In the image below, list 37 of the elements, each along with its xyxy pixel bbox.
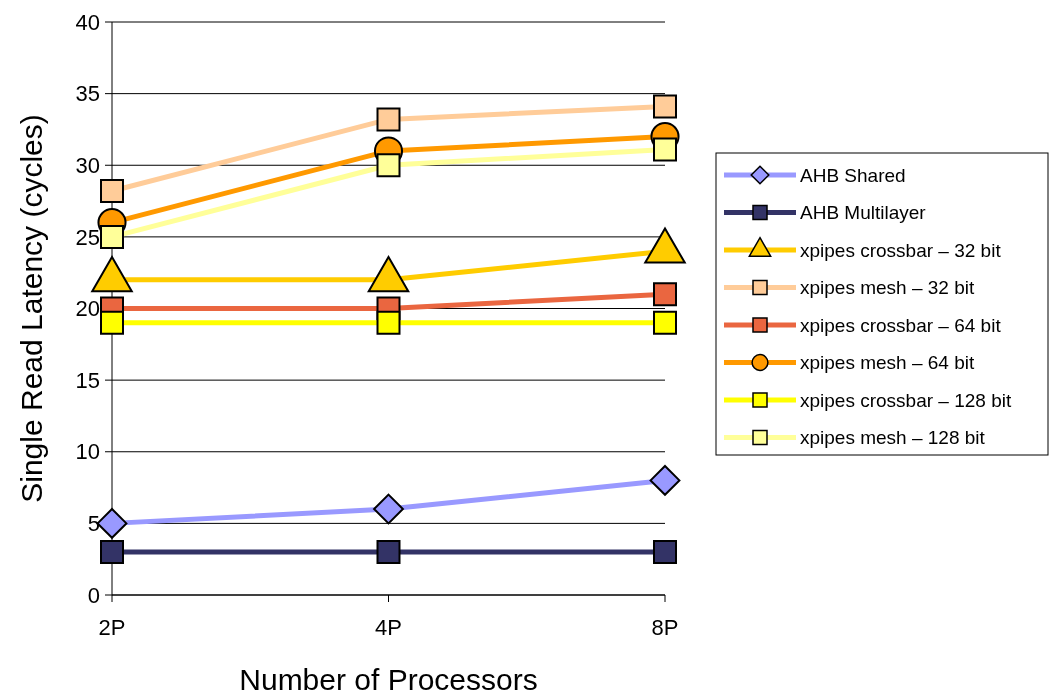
legend-label: AHB Shared <box>800 164 906 186</box>
y-tick-label: 30 <box>75 152 100 178</box>
legend-label: AHB Multilayer <box>800 202 927 224</box>
y-tick-label: 40 <box>75 9 100 35</box>
x-tick-label: 2P <box>98 615 126 640</box>
point <box>653 540 677 565</box>
point <box>653 137 677 162</box>
point <box>100 310 124 335</box>
x-tick-label: 8P <box>651 615 679 640</box>
point <box>649 465 681 496</box>
point <box>376 540 401 565</box>
point <box>376 107 401 132</box>
point <box>100 224 124 249</box>
legend-label: xpipes crossbar – 64 bit <box>800 314 1002 336</box>
legend-label: xpipes mesh – 64 bit <box>800 352 975 374</box>
x-tick-label: 4P <box>375 615 402 640</box>
point <box>373 493 404 525</box>
y-tick-label: 20 <box>75 296 100 322</box>
y-tick-label: 0 <box>87 582 100 608</box>
legend-label: xpipes crossbar – 32 bit <box>800 239 1002 261</box>
point <box>100 179 124 204</box>
point <box>376 153 401 178</box>
y-tick-label: 25 <box>75 224 100 250</box>
y-tick-label: 10 <box>75 439 100 465</box>
point <box>100 540 124 565</box>
x-axis-title: Number of Processors <box>239 663 538 696</box>
y-axis-title: Single Read Latency (cycles) <box>15 114 48 503</box>
legend-label: xpipes mesh – 32 bit <box>800 277 975 299</box>
y-tick-label: 15 <box>75 367 100 393</box>
point <box>653 310 677 335</box>
legend-label: xpipes mesh – 128 bit <box>800 427 986 449</box>
y-tick-label: 35 <box>75 81 100 107</box>
point <box>653 282 677 307</box>
legend-label: xpipes crossbar – 128 bit <box>800 389 1012 411</box>
point <box>653 94 677 119</box>
point <box>376 310 401 335</box>
y-tick-label: 5 <box>87 511 100 537</box>
